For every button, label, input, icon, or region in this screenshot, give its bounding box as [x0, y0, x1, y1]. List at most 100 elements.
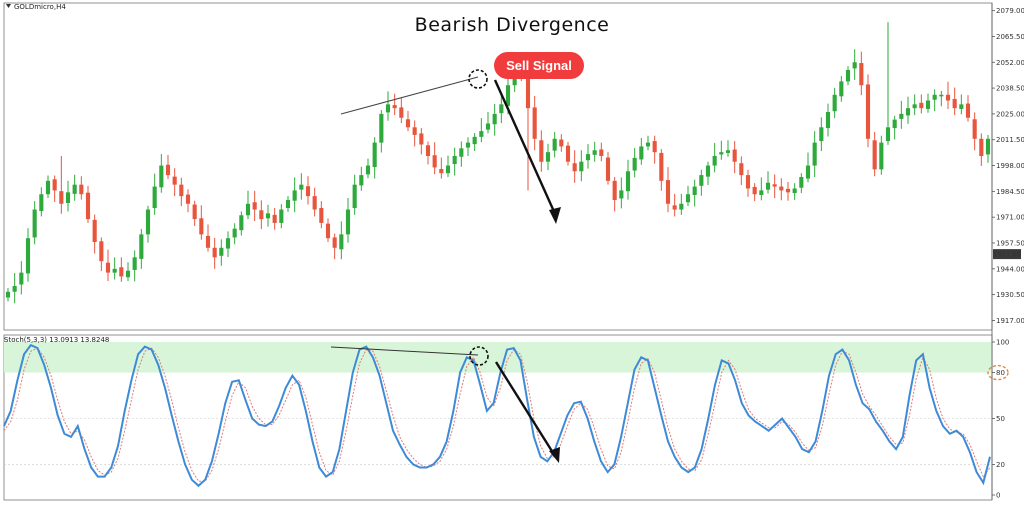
candle-body — [772, 184, 777, 187]
candle-body — [212, 247, 217, 258]
candle-body — [759, 190, 764, 195]
candle-body — [905, 108, 911, 116]
candle-body — [712, 155, 717, 166]
candle-body — [299, 184, 304, 190]
candle-body — [899, 113, 904, 119]
candle-body — [612, 180, 617, 200]
candle-body — [539, 140, 544, 162]
candle-body — [85, 192, 91, 220]
sell-signal-badge — [494, 52, 584, 79]
candle-body — [119, 267, 124, 277]
candle-body — [12, 286, 17, 292]
candle-body — [239, 215, 244, 231]
candle-body — [5, 291, 11, 298]
candle-body — [885, 127, 891, 142]
candle-body — [252, 202, 257, 210]
candle-body — [59, 191, 64, 204]
sell-signal-label: Sell Signal — [506, 58, 572, 73]
price-arrow-line — [493, 79, 558, 217]
candles — [5, 22, 991, 304]
price-tick-label: 1971.00 — [996, 214, 1024, 222]
candle-body — [652, 141, 657, 153]
stoch-tick-label: 20 — [996, 461, 1005, 469]
candle-body — [292, 190, 297, 201]
candle-body — [65, 192, 71, 204]
candle-body — [305, 186, 311, 197]
stoch-tick-label: 0 — [996, 492, 1000, 500]
candle-body — [985, 138, 991, 155]
candle-body — [639, 146, 644, 160]
candle-body — [912, 104, 917, 109]
candle-body — [232, 228, 237, 238]
candle-body — [445, 165, 451, 174]
candle-body — [925, 100, 931, 109]
candle-body — [125, 270, 131, 278]
candle-body — [672, 205, 677, 210]
candle-body — [792, 188, 797, 194]
candle-body — [412, 127, 417, 135]
price-tick-label: 2025.00 — [996, 110, 1024, 118]
annotations: Sell Signal — [6, 4, 584, 463]
candle-body — [139, 234, 144, 259]
candle-body — [72, 184, 77, 194]
stoch-tick-label: 50 — [996, 415, 1005, 423]
candle-body — [132, 257, 137, 270]
candle-body — [892, 119, 897, 129]
stoch-arrow-line — [494, 361, 557, 457]
price-divergence-line — [340, 76, 479, 115]
stoch-main-line — [3, 343, 991, 488]
candle-body — [179, 184, 184, 197]
candle-body — [332, 237, 337, 248]
candle-body — [872, 140, 877, 170]
candle-body — [205, 235, 211, 248]
candle-body — [832, 94, 837, 112]
candle-body — [279, 209, 284, 223]
candle-body — [52, 179, 57, 191]
candle-body — [692, 186, 697, 195]
candle-body — [99, 241, 104, 262]
candle-body — [379, 113, 384, 143]
current-price-badge — [993, 249, 1021, 260]
candle-body — [392, 105, 397, 109]
candle-body — [172, 176, 177, 185]
price-tick-label: 2065.50 — [996, 33, 1024, 41]
candle-body — [545, 152, 551, 162]
candle-body — [505, 85, 511, 106]
candle-body — [965, 103, 971, 118]
price-tick-label: 2052.00 — [996, 59, 1024, 67]
candle-body — [745, 175, 751, 189]
candle-body — [605, 157, 611, 181]
candle-body — [719, 152, 724, 155]
candle-body — [345, 209, 351, 235]
candle-body — [225, 238, 231, 249]
candle-body — [645, 142, 651, 147]
overbought-zone — [4, 342, 992, 373]
candle-body — [979, 138, 984, 156]
candle-body — [919, 102, 924, 109]
candle-body — [879, 142, 884, 170]
candle-body — [685, 194, 691, 203]
candle-body — [79, 184, 84, 195]
price-tick-label: 1957.50 — [996, 239, 1024, 247]
stoch-80-marker — [987, 364, 1009, 381]
price-tick-label: 1984.50 — [996, 188, 1024, 196]
candle-body — [865, 84, 871, 139]
candle-body — [592, 150, 597, 155]
candle-body — [732, 149, 737, 162]
candle-body — [259, 210, 264, 220]
candle-body — [452, 155, 457, 165]
candle-body — [339, 234, 344, 250]
candle-body — [312, 196, 317, 210]
candle-body — [185, 194, 191, 204]
candle-body — [805, 165, 811, 179]
candle-body — [352, 184, 357, 208]
candle-body — [465, 142, 471, 148]
candle-body — [972, 119, 977, 139]
candle-body — [19, 272, 24, 285]
candle-body — [219, 247, 224, 256]
candle-body — [799, 177, 804, 188]
current-price-label: 1951.69 — [993, 251, 1022, 259]
candle-body — [105, 262, 111, 273]
candle-body — [159, 165, 164, 188]
candle-body — [845, 69, 851, 82]
